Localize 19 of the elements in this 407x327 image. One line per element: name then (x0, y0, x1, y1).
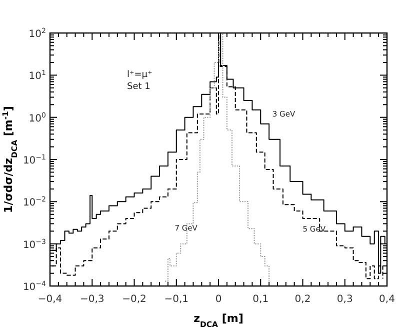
y-tick-label: 10$^{−3}$ (22, 238, 46, 251)
x-axis-title: z$_{DCA}$ [m] (194, 312, 244, 327)
x-tick-label: 0,3 (336, 294, 353, 305)
y-tick-label: 10$^{−1}$ (22, 154, 46, 166)
y-tick-label: 10$^{−2}$ (22, 196, 46, 209)
x-tick-label: 0,2 (294, 294, 311, 305)
x-tick-label: 0,4 (379, 294, 395, 305)
y-tick-label: 10$^{0}$ (28, 111, 46, 124)
y-tick-label: 10$^{1}$ (28, 69, 46, 82)
x-tick-label: 0 (215, 294, 222, 305)
x-tick-label: −0,1 (164, 294, 189, 305)
x-tick-label: −0,2 (122, 294, 146, 305)
y-tick-label: 10$^{2}$ (28, 27, 46, 40)
y-tick-label: 10$^{−4}$ (22, 280, 47, 293)
annotation: Set 1 (127, 82, 150, 92)
annotation: l⁺=μ⁺ (127, 70, 153, 80)
x-tick-label: 0,1 (252, 294, 269, 305)
x-tick-label: −0,4 (38, 294, 62, 305)
x-tick-label: −0,3 (80, 294, 104, 305)
